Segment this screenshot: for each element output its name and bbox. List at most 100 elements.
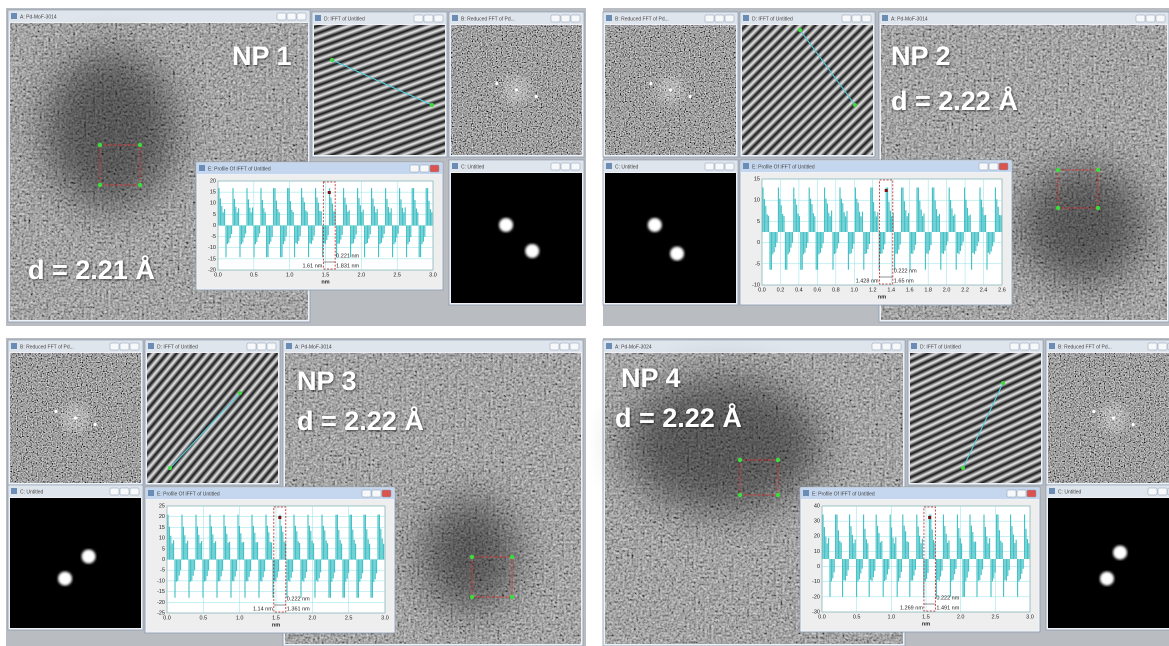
- window-button[interactable]: [714, 162, 725, 171]
- close-button[interactable]: [1026, 489, 1037, 498]
- window-button[interactable]: [988, 162, 999, 171]
- window-button[interactable]: [550, 162, 561, 171]
- window-button[interactable]: [129, 342, 140, 351]
- roi-handle: [509, 554, 515, 560]
- fft-spot: [93, 422, 97, 427]
- fft-window: B: Reduced FFT of Pd...: [1045, 339, 1169, 486]
- window-button[interactable]: [569, 342, 580, 351]
- y-tick-label: -10: [752, 282, 760, 288]
- x-tick-label: 0.5: [853, 614, 861, 620]
- window-icon: [11, 343, 17, 349]
- window-button[interactable]: [286, 12, 297, 21]
- window-button[interactable]: [1147, 342, 1158, 351]
- roi-handle: [1095, 167, 1101, 173]
- window-button[interactable]: [119, 487, 130, 496]
- window-button[interactable]: [1147, 487, 1158, 496]
- window-button[interactable]: [371, 489, 382, 498]
- window-button[interactable]: [549, 342, 560, 351]
- window-button[interactable]: [1157, 342, 1168, 351]
- window-button[interactable]: [1157, 487, 1168, 496]
- spacing-annotation: d = 2.22 Å: [891, 85, 1018, 116]
- window-button[interactable]: [266, 342, 277, 351]
- window-button[interactable]: [704, 162, 715, 171]
- x-tick-label: 1.5: [272, 615, 280, 621]
- window-button[interactable]: [550, 14, 561, 23]
- window-icon: [606, 163, 612, 169]
- start-label: 1.61 nm: [302, 263, 322, 269]
- x-tick-label: 1.0: [286, 272, 294, 278]
- window-button[interactable]: [109, 342, 120, 351]
- fft-spot: [1111, 416, 1116, 420]
- x-tick-label: 1.0: [236, 615, 244, 621]
- ifft-image: [742, 25, 873, 155]
- x-tick-label: 2.4: [980, 287, 988, 293]
- window-button[interactable]: [871, 342, 882, 351]
- x-tick-label: 2.0: [957, 614, 965, 620]
- window-button[interactable]: [1145, 14, 1156, 23]
- title-bar: [450, 13, 583, 24]
- window-button[interactable]: [246, 342, 257, 351]
- y-tick-label: 0: [162, 557, 165, 563]
- ifft-window: D: IFFT of Untitled: [144, 339, 281, 486]
- window-button[interactable]: [559, 342, 570, 351]
- window-button[interactable]: [423, 14, 434, 23]
- close-button[interactable]: [429, 164, 440, 173]
- y-tick-label: 10: [159, 536, 165, 542]
- window-title: E: Profile Of IFFT of Untitled: [812, 491, 875, 497]
- measure-box: [273, 506, 287, 613]
- profile-waveform: [822, 514, 1030, 597]
- x-tick-label: 2.5: [345, 615, 353, 621]
- y-tick-label: -25: [157, 610, 165, 616]
- window-button[interactable]: [978, 162, 989, 171]
- window-button[interactable]: [1135, 14, 1146, 23]
- close-button[interactable]: [381, 489, 392, 498]
- window-button[interactable]: [1016, 489, 1027, 498]
- x-tick-label: 2.2: [961, 287, 969, 293]
- window-button[interactable]: [409, 164, 420, 173]
- roi-handle: [737, 457, 743, 463]
- window-button[interactable]: [419, 164, 430, 173]
- window-button[interactable]: [129, 487, 140, 496]
- window-button[interactable]: [119, 342, 130, 351]
- window-button[interactable]: [560, 162, 571, 171]
- window-button[interactable]: [1009, 342, 1020, 351]
- window-button[interactable]: [433, 14, 444, 23]
- window-button[interactable]: [1006, 489, 1017, 498]
- nanoparticle: [1020, 165, 1146, 285]
- x-axis-label: nm: [321, 279, 329, 285]
- roi-handle: [97, 142, 103, 148]
- mask-image: [1048, 498, 1169, 628]
- window-button[interactable]: [413, 14, 424, 23]
- start-label: 1.14 nm: [253, 606, 273, 612]
- window-button[interactable]: [570, 14, 581, 23]
- window-button[interactable]: [109, 487, 120, 496]
- title-bar: [1047, 486, 1169, 497]
- y-tick-label: -5: [160, 568, 165, 574]
- window-button[interactable]: [841, 14, 852, 23]
- window-button[interactable]: [891, 342, 902, 351]
- window-button[interactable]: [851, 14, 862, 23]
- y-tick-label: -30: [812, 609, 820, 615]
- close-button[interactable]: [998, 162, 1009, 171]
- window-button[interactable]: [1029, 342, 1040, 351]
- window-button[interactable]: [724, 162, 735, 171]
- measure-marker: [884, 189, 888, 192]
- window-button[interactable]: [724, 14, 735, 23]
- window-title: E: Profile Of IFFT of Untitled: [752, 164, 815, 170]
- window-button[interactable]: [1155, 14, 1166, 23]
- window-button[interactable]: [1019, 342, 1030, 351]
- window-button[interactable]: [861, 14, 872, 23]
- title-bar: [741, 13, 874, 24]
- window-button[interactable]: [361, 489, 372, 498]
- window-button[interactable]: [714, 14, 725, 23]
- window-button[interactable]: [570, 162, 581, 171]
- window-button[interactable]: [704, 14, 715, 23]
- window-button[interactable]: [881, 342, 892, 351]
- window-button[interactable]: [256, 342, 267, 351]
- window-button[interactable]: [276, 12, 287, 21]
- window-button[interactable]: [560, 14, 571, 23]
- line-end: [961, 466, 965, 470]
- window-button[interactable]: [296, 12, 307, 21]
